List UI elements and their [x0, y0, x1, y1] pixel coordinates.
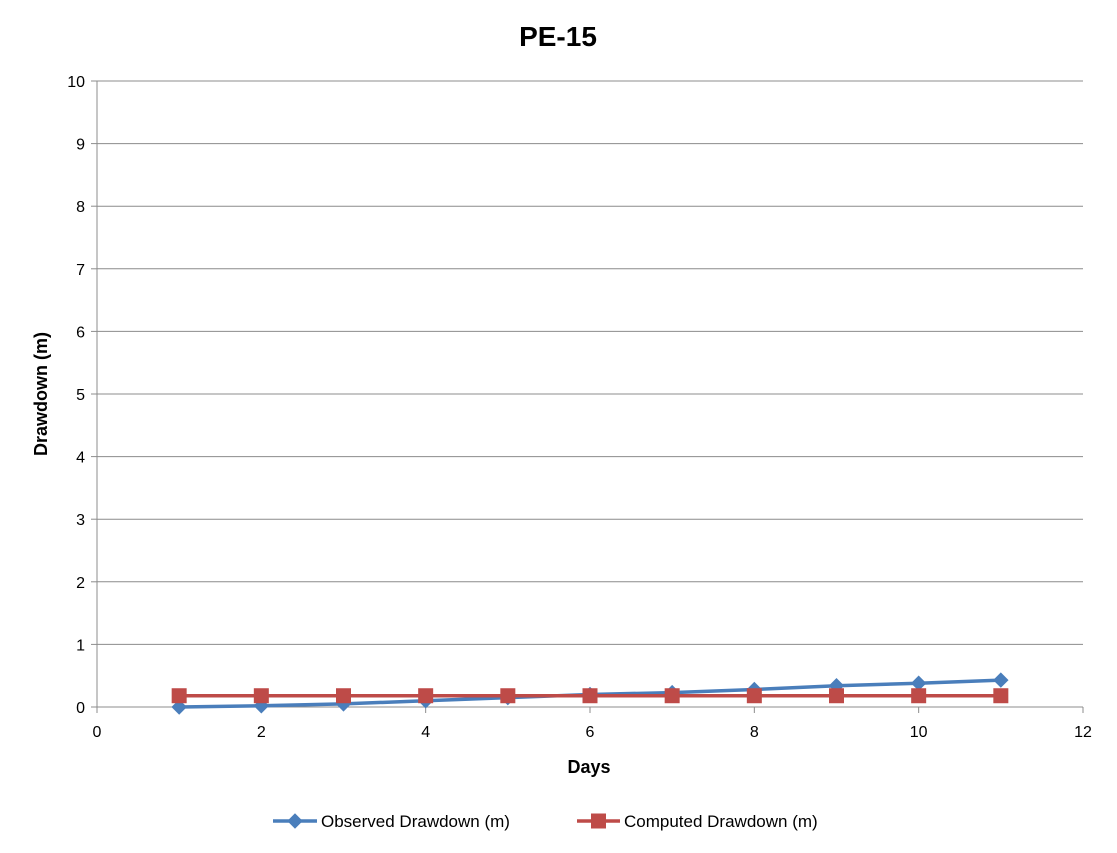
x-tick-label: 2 [257, 724, 266, 741]
x-tick-label: 8 [750, 724, 759, 741]
y-tick-label: 0 [76, 700, 85, 717]
y-tick-label: 10 [67, 74, 85, 91]
data-point [418, 688, 434, 704]
legend-label: Computed Drawdown (m) [624, 812, 818, 831]
y-tick-label: 6 [76, 324, 85, 341]
legend-marker [591, 813, 606, 829]
legend-item: Observed Drawdown (m) [273, 812, 510, 831]
axes [91, 80, 1084, 713]
x-tick-label: 6 [586, 724, 595, 741]
chart-title: PE-15 [519, 21, 597, 52]
y-tick-label: 1 [76, 637, 85, 654]
gridlines [97, 80, 1083, 645]
data-point [336, 688, 351, 704]
data-point [746, 688, 762, 704]
data-point [993, 688, 1009, 704]
x-axis-label: Days [567, 757, 610, 777]
legend-item: Computed Drawdown (m) [577, 812, 818, 831]
series [171, 672, 1009, 715]
x-tick-label: 4 [421, 724, 430, 741]
data-point [829, 688, 844, 704]
y-tick-label: 5 [76, 387, 85, 404]
legend: Observed Drawdown (m) Computed Drawdown (… [273, 812, 818, 831]
data-point [171, 699, 187, 715]
data-point [582, 688, 598, 704]
data-point [253, 688, 269, 704]
y-tick-label: 7 [76, 262, 85, 279]
x-tick-label: 12 [1074, 724, 1092, 741]
y-tick-labels: 0 1 2 3 4 5 6 7 8 9 10 [67, 74, 85, 717]
y-tick-label: 4 [76, 450, 85, 467]
legend-label: Observed Drawdown (m) [321, 812, 510, 831]
y-tick-label: 9 [76, 137, 85, 154]
data-point [911, 688, 927, 704]
data-point [993, 672, 1009, 688]
y-tick-label: 8 [76, 199, 85, 216]
y-tick-label: 3 [76, 512, 85, 529]
series-computed [171, 688, 1009, 704]
data-point [500, 688, 516, 704]
data-point [171, 688, 187, 704]
data-point [910, 675, 927, 691]
y-tick-label: 2 [76, 575, 85, 592]
y-axis-label: Drawdown (m) [31, 332, 51, 456]
x-tick-label: 0 [93, 724, 102, 741]
x-tick-labels: 0 2 4 6 8 10 12 [93, 724, 1092, 741]
legend-marker [287, 813, 303, 829]
x-tick-label: 10 [910, 724, 928, 741]
data-point [664, 688, 680, 704]
